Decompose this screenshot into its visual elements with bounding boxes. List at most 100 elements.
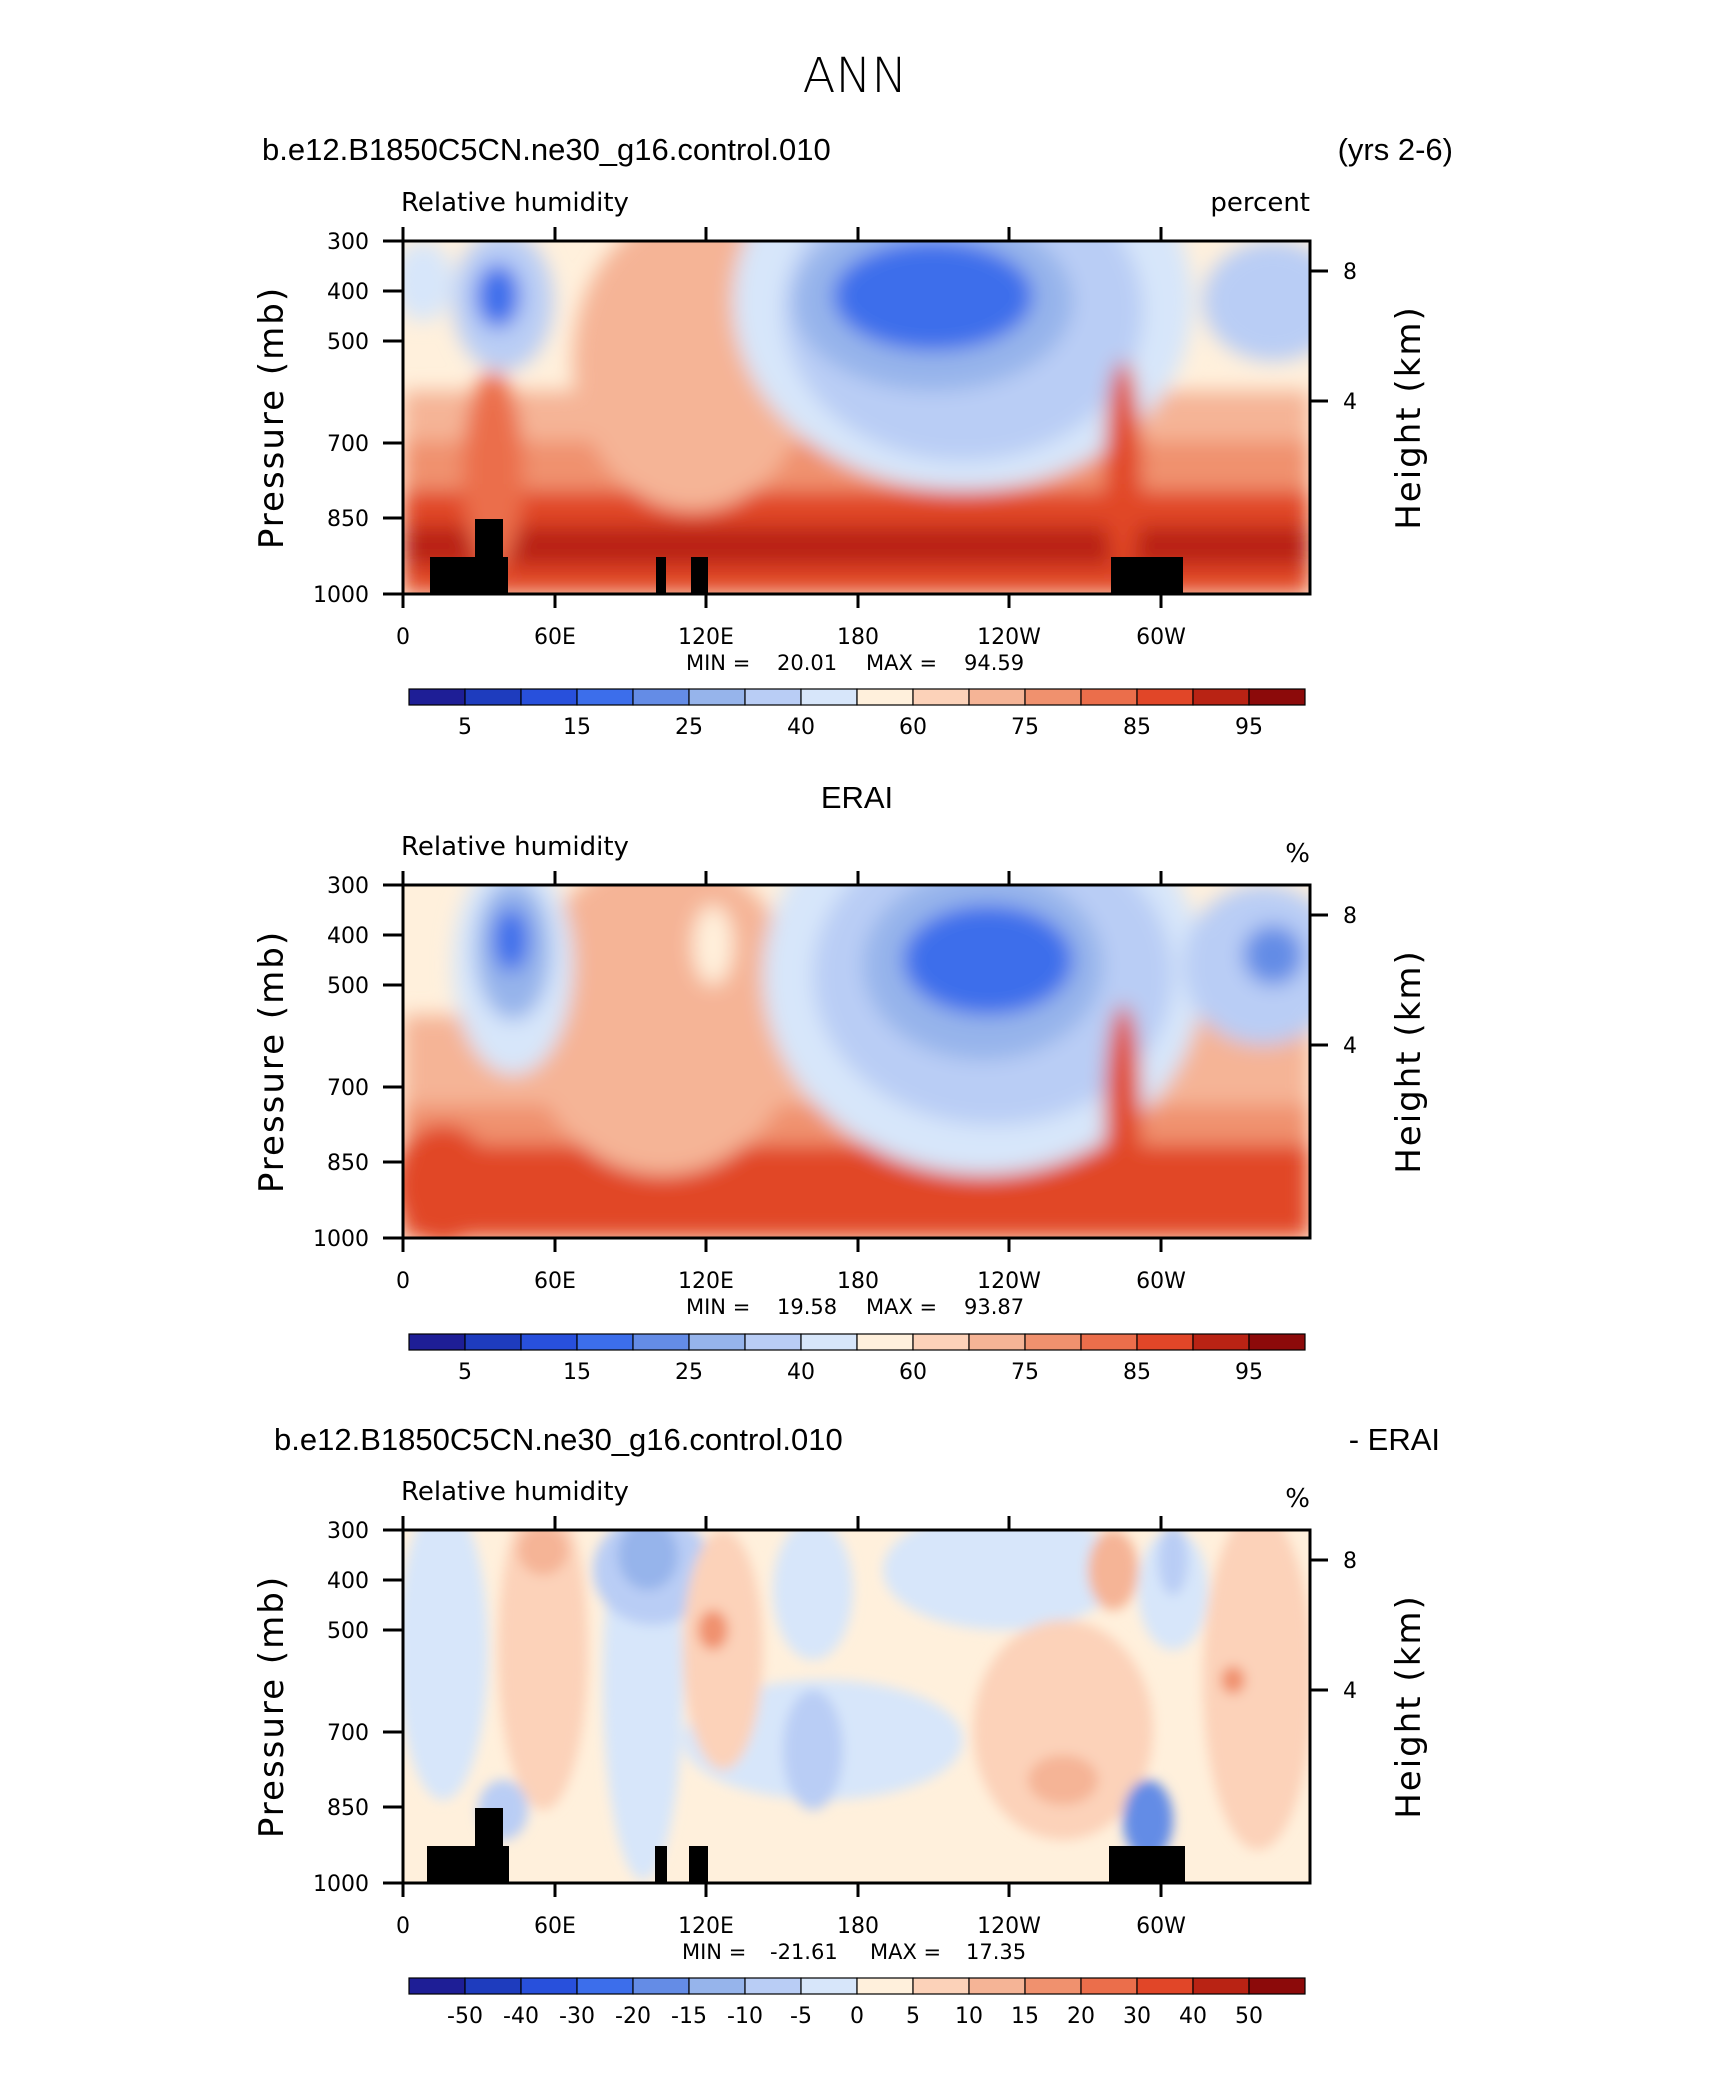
colorbar-label: 25 bbox=[675, 715, 703, 740]
x-tick-label: 120W bbox=[977, 1269, 1041, 1294]
colorbar-swatch bbox=[632, 1977, 690, 1995]
colorbar-label: 15 bbox=[563, 1360, 591, 1385]
y-tick-label: 850 bbox=[327, 1796, 369, 1821]
stats: MIN = 19.58 MAX = 93.87 bbox=[686, 1295, 1024, 1319]
colorbar-swatch bbox=[1248, 688, 1306, 706]
colorbar-label: 40 bbox=[1179, 2004, 1207, 2029]
colorbar-label: -10 bbox=[727, 2004, 763, 2029]
units-label: % bbox=[1285, 839, 1310, 869]
colorbar-label: 20 bbox=[1067, 2004, 1095, 2029]
colorbar-swatch bbox=[632, 688, 690, 706]
panel-left-title: b.e12.B1850C5CN.ne30_g16.control.010 bbox=[262, 132, 831, 167]
colorbar-swatch bbox=[520, 1977, 578, 1995]
y-tick-label: 500 bbox=[327, 974, 369, 999]
variable-label: Relative humidity bbox=[401, 832, 629, 862]
x-tick-label: 120E bbox=[678, 1269, 734, 1294]
y-tick-label: 850 bbox=[327, 1151, 369, 1176]
right-tick-label: 8 bbox=[1343, 1549, 1357, 1574]
x-tick-label: 120W bbox=[977, 1914, 1041, 1939]
stats: MIN = -21.61 MAX = 17.35 bbox=[682, 1940, 1026, 1964]
colorbar-swatch bbox=[520, 688, 578, 706]
colorbar-swatch bbox=[856, 1977, 914, 1995]
colorbar-swatch bbox=[1192, 1333, 1250, 1351]
plot-area bbox=[401, 1528, 1312, 1885]
x-tick-label: 60E bbox=[534, 1914, 576, 1939]
min-label: MIN = bbox=[686, 1295, 750, 1319]
colorbar-swatch bbox=[1080, 688, 1138, 706]
land-mask bbox=[475, 1808, 503, 1848]
colorbar: 5 15 25 40 60 75 85 95 bbox=[408, 1333, 1306, 1385]
colorbar-swatch bbox=[968, 1333, 1026, 1351]
colorbar-label: -15 bbox=[671, 2004, 707, 2029]
x-tick-label: 60W bbox=[1136, 1269, 1186, 1294]
colorbar-swatch bbox=[408, 1333, 466, 1351]
panel-left-title: b.e12.B1850C5CN.ne30_g16.control.010 bbox=[274, 1422, 843, 1457]
stats: MIN = 20.01 MAX = 94.59 bbox=[686, 651, 1024, 675]
obs-panel: ERAI bbox=[252, 780, 1429, 1385]
colorbar-swatch bbox=[1136, 1333, 1194, 1351]
colorbar-label: 15 bbox=[1011, 2004, 1039, 2029]
variable-label: Relative humidity bbox=[401, 188, 629, 218]
y-tick-label: 1000 bbox=[313, 583, 369, 608]
y-tick-label: 300 bbox=[327, 1519, 369, 1544]
land-mask bbox=[689, 1846, 708, 1883]
max-label: MAX = bbox=[866, 1295, 937, 1319]
colorbar-label: 10 bbox=[955, 2004, 983, 2029]
max-label: MAX = bbox=[866, 651, 937, 675]
colorbar-swatch bbox=[1192, 1977, 1250, 1995]
x-tick-label: 60W bbox=[1136, 625, 1186, 650]
colorbar-swatch bbox=[1024, 688, 1082, 706]
max-label: MAX = bbox=[870, 1940, 941, 1964]
colorbar-label: 5 bbox=[458, 1360, 472, 1385]
colorbar-swatch bbox=[576, 1977, 634, 1995]
colorbar-label: 75 bbox=[1011, 715, 1039, 740]
land-mask bbox=[656, 557, 666, 594]
y-tick-label: 850 bbox=[327, 507, 369, 532]
right-axis-title: Height (km) bbox=[1389, 305, 1429, 530]
plot-area bbox=[401, 239, 1312, 596]
x-tick-label: 60E bbox=[534, 625, 576, 650]
colorbar-label: -50 bbox=[447, 2004, 483, 2029]
units-label: % bbox=[1285, 1484, 1310, 1514]
land-mask bbox=[691, 557, 708, 594]
colorbar-label: 75 bbox=[1011, 1360, 1039, 1385]
right-axis-title: Height (km) bbox=[1389, 1594, 1429, 1819]
colorbar-swatch bbox=[1248, 1333, 1306, 1351]
min-label: MIN = bbox=[682, 1940, 746, 1964]
colorbar-swatch bbox=[464, 1977, 522, 1995]
colorbar-swatch bbox=[968, 688, 1026, 706]
land-mask bbox=[430, 557, 508, 594]
colorbar-label: 5 bbox=[458, 715, 472, 740]
colorbar-swatch bbox=[520, 1333, 578, 1351]
x-tick-label: 60W bbox=[1136, 1914, 1186, 1939]
colorbar-swatch bbox=[744, 1333, 802, 1351]
colorbar-swatch bbox=[688, 688, 746, 706]
colorbar-swatch bbox=[576, 688, 634, 706]
y-tick-label: 500 bbox=[327, 330, 369, 355]
land-mask bbox=[475, 519, 503, 559]
y-tick-label: 500 bbox=[327, 1619, 369, 1644]
max-value: 94.59 bbox=[964, 651, 1024, 675]
y-tick-label: 1000 bbox=[313, 1227, 369, 1252]
y-tick-label: 700 bbox=[327, 1076, 369, 1101]
colorbar-label: -5 bbox=[790, 2004, 812, 2029]
colorbar-swatch bbox=[912, 1977, 970, 1995]
colorbar-swatch bbox=[912, 688, 970, 706]
max-value: 17.35 bbox=[966, 1940, 1026, 1964]
colorbar-swatch bbox=[1080, 1977, 1138, 1995]
min-value: -21.61 bbox=[770, 1940, 838, 1964]
diff-panel: b.e12.B1850C5CN.ne30_g16.control.010 - E… bbox=[252, 1422, 1440, 2029]
min-value: 19.58 bbox=[777, 1295, 837, 1319]
panel-center-title: ERAI bbox=[821, 780, 893, 815]
right-tick-label: 4 bbox=[1343, 1679, 1357, 1704]
y-tick-label: 400 bbox=[327, 924, 369, 949]
colorbar-swatch bbox=[1136, 688, 1194, 706]
colorbar-swatch bbox=[688, 1977, 746, 1995]
colorbar-label: 60 bbox=[899, 1360, 927, 1385]
colorbar-swatch bbox=[856, 1333, 914, 1351]
colorbar-swatch bbox=[1080, 1333, 1138, 1351]
y-axis-title: Pressure (mb) bbox=[252, 286, 292, 549]
x-tick-label: 120E bbox=[678, 625, 734, 650]
colorbar-label: 50 bbox=[1235, 2004, 1263, 2029]
land-mask bbox=[655, 1846, 667, 1883]
